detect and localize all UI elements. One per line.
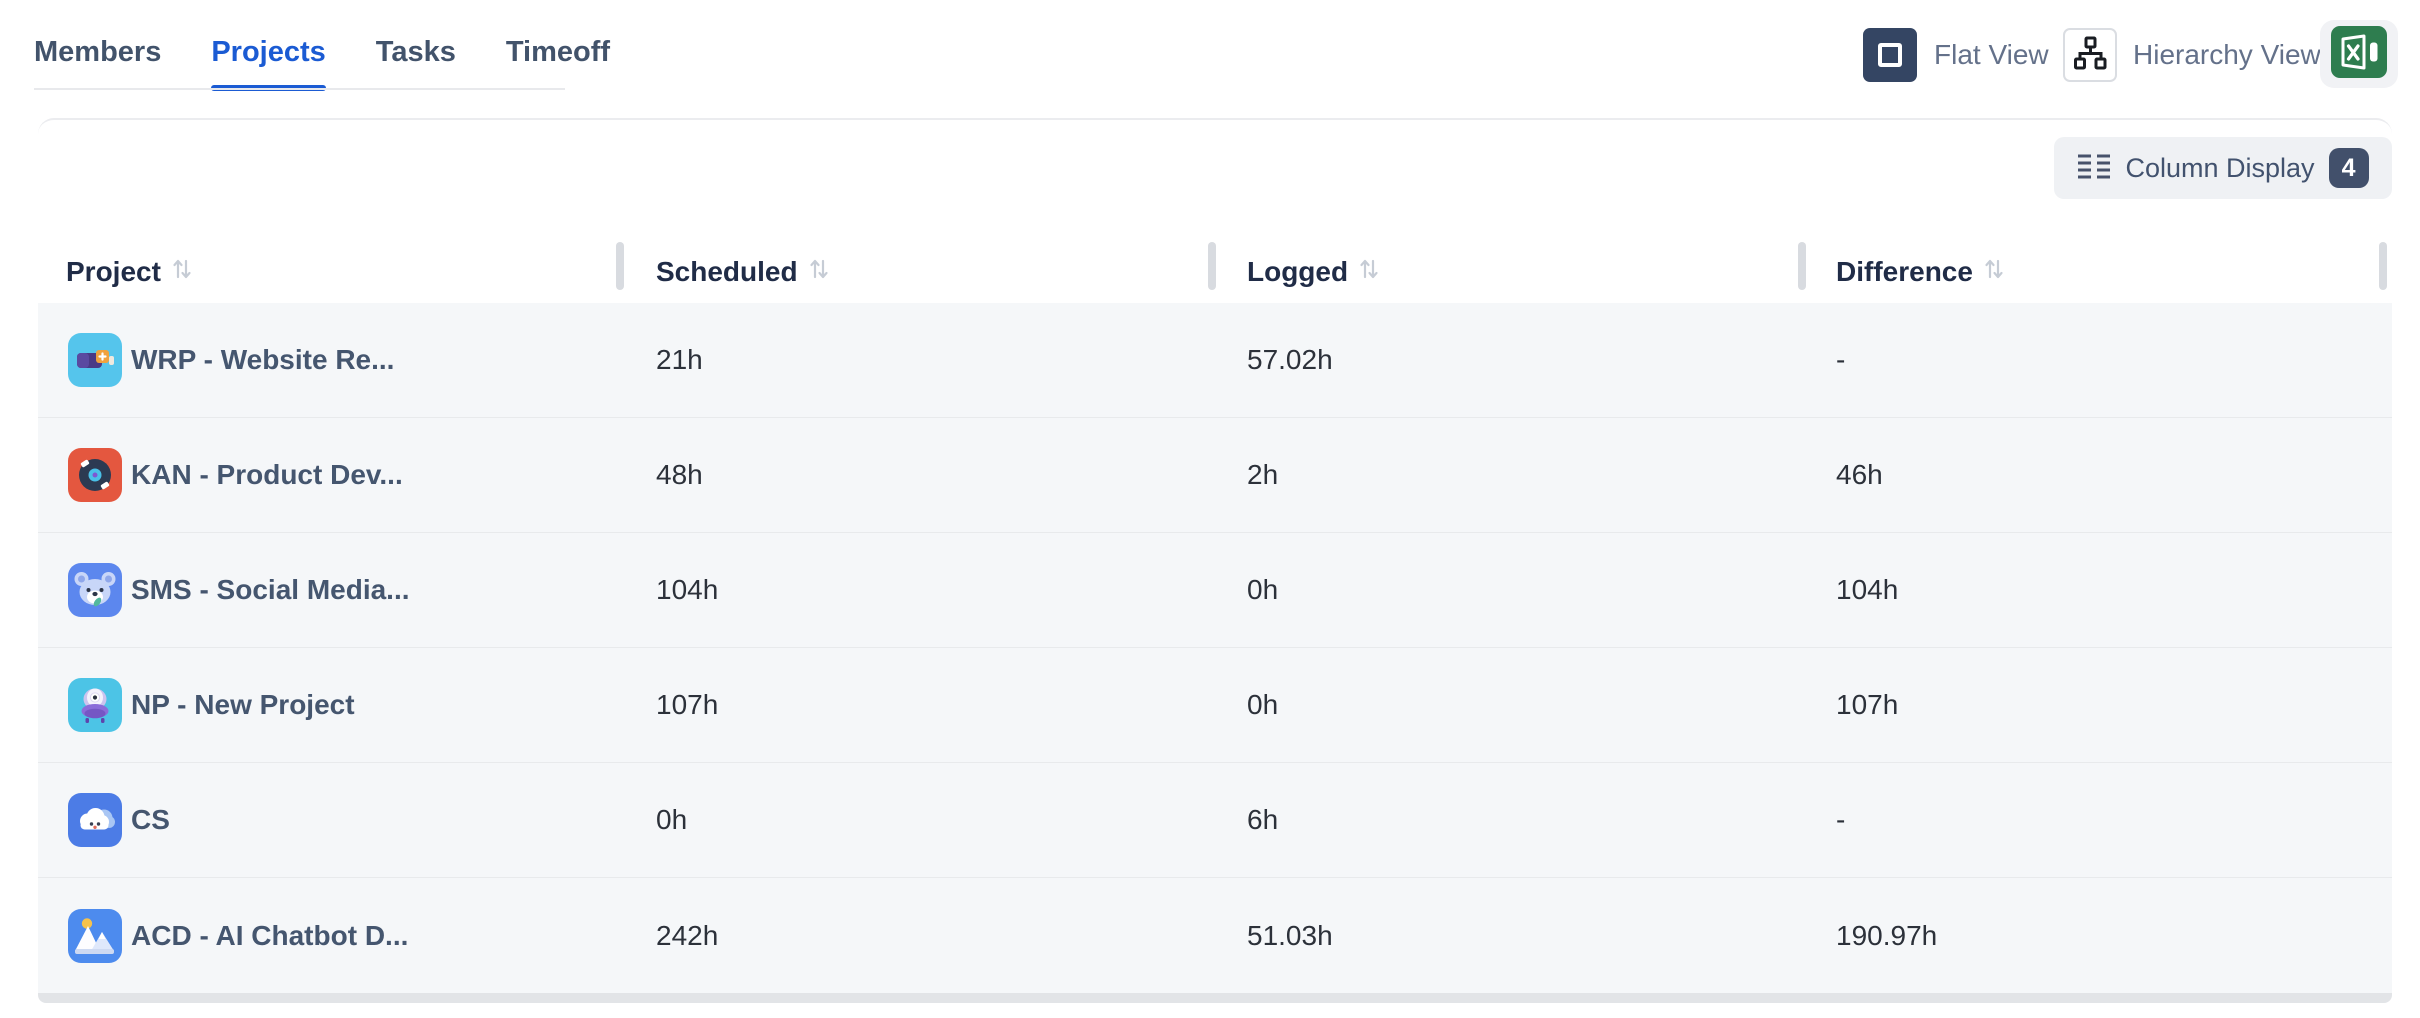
table-bottom-bar (38, 993, 2392, 1003)
column-header-label: Scheduled (656, 255, 798, 287)
scheduled-hours: 107h (656, 689, 719, 720)
scheduled-hours: 0h (656, 804, 688, 835)
scheduled-hours: 21h (656, 344, 703, 375)
logged-hours: 57.02h (1247, 344, 1333, 375)
column-display-button[interactable]: Column Display 4 (2054, 137, 2392, 199)
difference-hours: 104h (1836, 574, 1899, 605)
difference-hours: - (1836, 344, 1846, 375)
project-row[interactable]: NP - New Project 107h 0h 107h (38, 648, 2392, 763)
project-row[interactable]: CS 0h 6h - (38, 763, 2392, 878)
tab-members[interactable]: Members (34, 36, 162, 68)
scheduled-hours: 48h (656, 459, 703, 490)
logged-hours: 2h (1247, 459, 1279, 490)
difference-hours: 190.97h (1836, 919, 1938, 951)
column-header-label: Logged (1247, 255, 1349, 287)
tab-projects[interactable]: Projects (211, 36, 327, 91)
flat-view-label: Flat View (1934, 39, 2049, 70)
mountain-project-icon (68, 908, 122, 963)
difference-hours: - (1836, 804, 1846, 835)
column-header-scheduled[interactable]: Scheduled (656, 240, 830, 303)
vinyl-record-project-icon (68, 448, 122, 502)
project-name: ACD - AI Chatbot D... (131, 919, 409, 951)
column-header-logged[interactable]: Logged (1247, 240, 1380, 303)
table-header: Project Scheduled Logged Difference (38, 240, 2392, 303)
project-row[interactable]: KAN - Product Dev... 48h 2h 46h (38, 418, 2392, 533)
logged-hours: 6h (1247, 804, 1279, 835)
project-name: KAN - Product Dev... (131, 459, 403, 490)
tabs-underline (34, 88, 565, 90)
project-name: NP - New Project (131, 689, 355, 720)
battery-project-icon (68, 333, 122, 387)
excel-export-icon (2331, 25, 2387, 83)
column-header-difference[interactable]: Difference (1836, 240, 2005, 303)
tab-tasks[interactable]: Tasks (375, 36, 456, 68)
flat-view-icon (1878, 43, 1902, 67)
scheduled-hours: 104h (656, 574, 719, 605)
difference-hours: 107h (1836, 689, 1899, 720)
column-display-label: Column Display (2125, 152, 2315, 183)
project-name: CS (131, 804, 170, 835)
projects-table-body: WRP - Website Re... 21h 57.02h - KAN - P… (38, 303, 2392, 993)
hierarchy-view-label: Hierarchy View (2133, 39, 2321, 70)
hierarchy-view-button[interactable] (2063, 28, 2117, 82)
koala-project-icon (68, 563, 122, 617)
scheduled-hours: 242h (656, 919, 719, 951)
column-divider (1208, 242, 1216, 290)
project-name: WRP - Website Re... (131, 344, 395, 375)
sort-arrows-icon (1983, 253, 2005, 290)
logged-hours: 0h (1247, 574, 1279, 605)
sort-arrows-icon (1358, 253, 1380, 290)
project-row[interactable]: ACD - AI Chatbot D... 242h 51.03h 190.97… (38, 878, 2392, 993)
ufo-project-icon (68, 678, 122, 732)
flat-view-button[interactable] (1863, 28, 1917, 82)
sort-arrows-icon (171, 253, 193, 290)
logged-hours: 51.03h (1247, 919, 1333, 951)
column-divider (1798, 242, 1806, 290)
column-display-icon (2077, 152, 2111, 185)
excel-export-button[interactable] (2320, 20, 2398, 88)
column-divider (2379, 242, 2387, 290)
column-header-label: Difference (1836, 255, 1973, 287)
cloud-project-icon (68, 793, 122, 847)
project-row[interactable]: SMS - Social Media... 104h 0h 104h (38, 533, 2392, 648)
project-name: SMS - Social Media... (131, 574, 410, 605)
difference-hours: 46h (1836, 459, 1883, 490)
hierarchy-icon (2073, 36, 2107, 75)
logged-hours: 0h (1247, 689, 1279, 720)
project-row[interactable]: WRP - Website Re... 21h 57.02h - (38, 303, 2392, 418)
view-tabs: Members Projects Tasks Timeoff (34, 36, 610, 91)
column-header-label: Project (66, 255, 161, 287)
column-divider (616, 242, 624, 290)
column-header-project[interactable]: Project (66, 240, 193, 303)
sort-arrows-icon (808, 253, 830, 290)
tab-timeoff[interactable]: Timeoff (505, 36, 611, 68)
column-count-badge: 4 (2328, 148, 2369, 188)
